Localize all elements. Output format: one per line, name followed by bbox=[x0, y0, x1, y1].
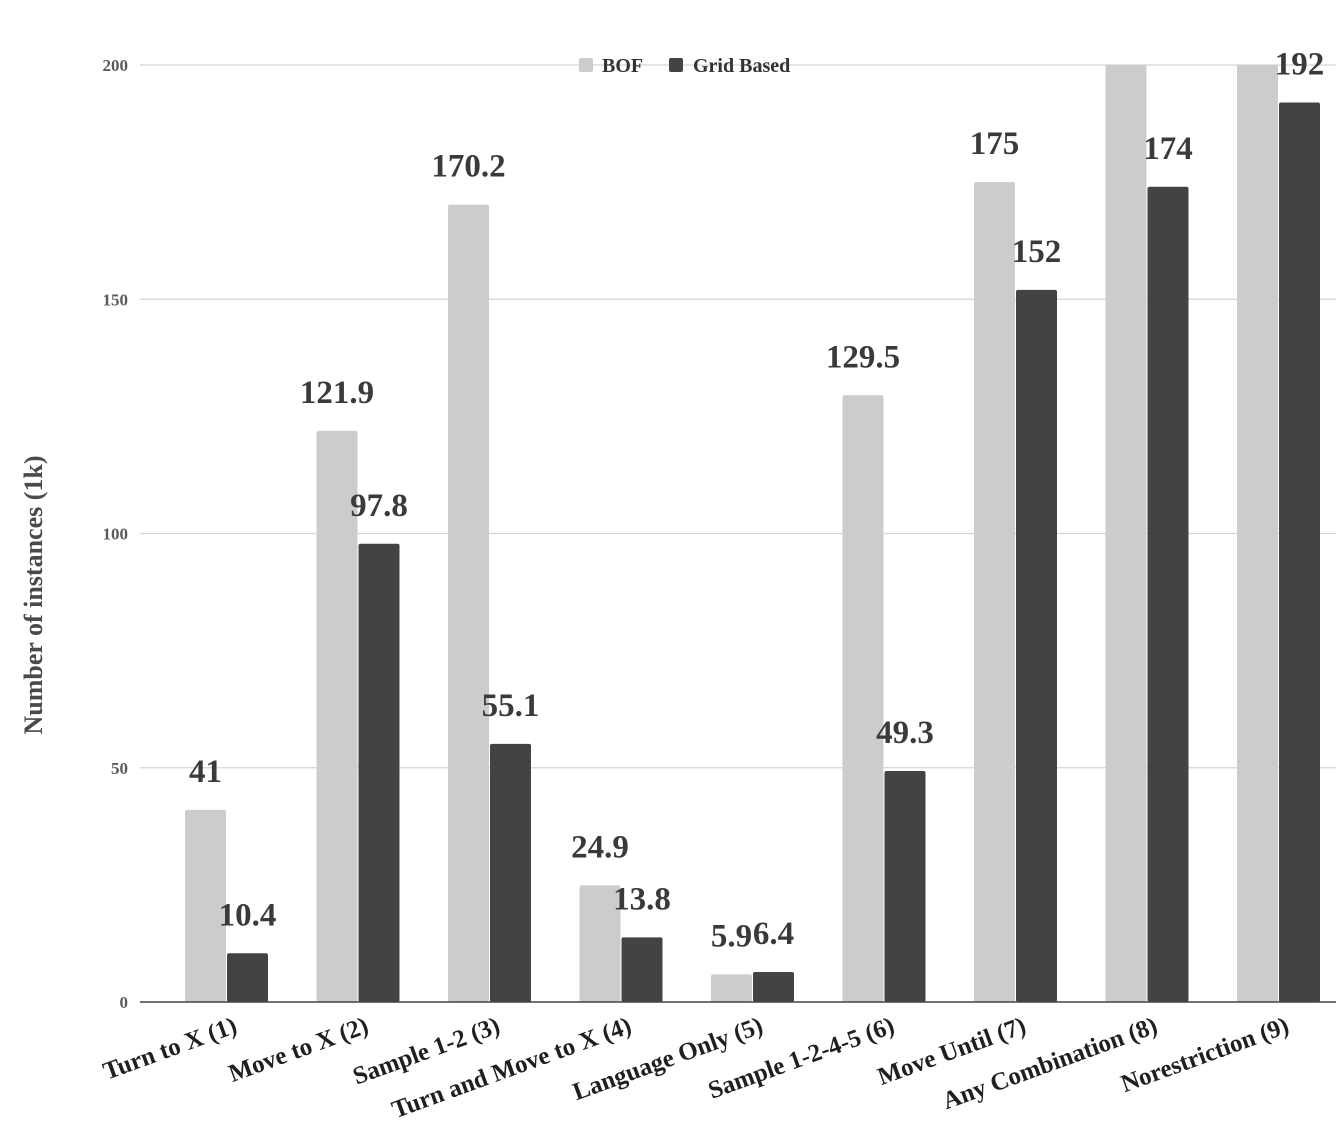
data-label-grid-based-8: 174 bbox=[1143, 131, 1193, 167]
bar-bof-3 bbox=[448, 204, 489, 1002]
data-label-bof-5: 5.9 bbox=[711, 918, 752, 954]
legend: BOF Grid Based bbox=[579, 55, 790, 77]
data-label-bof-3: 170.2 bbox=[431, 149, 505, 185]
bar-bof-1 bbox=[185, 809, 226, 1002]
bar-bof-2 bbox=[316, 430, 358, 1002]
bar-grid-based-1 bbox=[227, 953, 268, 1002]
bar-grid-based-2 bbox=[358, 543, 400, 1002]
bars bbox=[185, 65, 1320, 1003]
bar-bof-9 bbox=[1237, 65, 1278, 1002]
bar-bof-7 bbox=[974, 182, 1015, 1002]
y-tick-0: 0 bbox=[120, 993, 129, 1012]
data-label-grid-based-1: 10.4 bbox=[219, 897, 277, 933]
bar-grid-based-3 bbox=[490, 743, 531, 1002]
data-label-grid-based-6: 49.3 bbox=[876, 715, 934, 751]
y-axis-ticks: 0 50 100 150 200 bbox=[103, 56, 129, 1012]
bar-grid-based-6 bbox=[884, 771, 926, 1002]
x-axis-ticks: Turn to X (1)Move to X (2)Sample 1-2 (3)… bbox=[100, 1012, 1293, 1124]
bar-bof-6 bbox=[842, 395, 884, 1003]
bar-bof-5 bbox=[711, 974, 752, 1002]
data-label-grid-based-7: 152 bbox=[1012, 234, 1062, 270]
data-label-bof-6: 129.5 bbox=[826, 339, 900, 375]
data-label-bof-2: 121.9 bbox=[300, 375, 374, 411]
data-label-grid-based-5: 6.4 bbox=[753, 916, 794, 952]
legend-swatch-bof bbox=[579, 58, 593, 72]
x-tick-turn-to-x-1: Turn to X (1) bbox=[100, 1012, 241, 1085]
bar-bof-8 bbox=[1105, 65, 1147, 1002]
bar-grid-based-8 bbox=[1147, 186, 1189, 1002]
y-tick-200: 200 bbox=[103, 56, 129, 75]
x-tick-any-combination-8: Any Combination (8) bbox=[939, 1012, 1161, 1115]
legend-label-bof: BOF bbox=[602, 55, 643, 77]
x-tick-turn-and-move-to-x-4: Turn and Move to X (4) bbox=[388, 1012, 635, 1124]
data-label-grid-based-2: 97.8 bbox=[350, 488, 408, 524]
bar-grid-based-7 bbox=[1016, 289, 1057, 1002]
bar-grid-based-4 bbox=[621, 937, 663, 1002]
x-tick-move-to-x-2: Move to X (2) bbox=[225, 1012, 372, 1087]
y-axis-label: Number of instances (1k) bbox=[19, 455, 48, 734]
y-tick-100: 100 bbox=[103, 525, 129, 544]
bar-grid-based-5 bbox=[753, 972, 794, 1002]
legend-label-grid-based: Grid Based bbox=[693, 55, 790, 77]
data-labels: 41 10.4 121.9 97.8 170.2 55.1 24.9 13.8 5.9 6.4 12… bbox=[189, 46, 1324, 954]
bar-grid-based-9 bbox=[1279, 102, 1320, 1003]
data-label-grid-based-9: 192 bbox=[1275, 46, 1325, 82]
data-label-bof-1: 41 bbox=[189, 754, 222, 790]
data-label-bof-4: 24.9 bbox=[571, 829, 629, 865]
data-label-grid-based-3: 55.1 bbox=[482, 688, 540, 724]
data-label-bof-7: 175 bbox=[970, 126, 1020, 162]
y-tick-150: 150 bbox=[103, 290, 129, 309]
bar-bof-4 bbox=[579, 885, 621, 1002]
legend-swatch-grid-based bbox=[669, 58, 683, 72]
y-tick-50: 50 bbox=[111, 759, 128, 778]
data-label-grid-based-4: 13.8 bbox=[613, 881, 671, 917]
